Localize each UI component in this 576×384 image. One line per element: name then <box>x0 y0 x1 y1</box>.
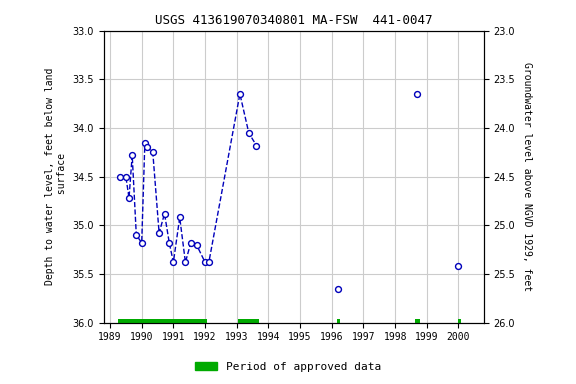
Point <box>252 142 261 149</box>
Point <box>137 240 146 246</box>
Point <box>334 285 343 291</box>
Point <box>204 259 214 265</box>
Point <box>192 242 201 248</box>
Point <box>175 214 184 220</box>
Point <box>148 149 157 156</box>
Point <box>200 259 210 265</box>
Point <box>124 195 134 201</box>
Point <box>244 130 253 136</box>
Point <box>186 240 195 246</box>
Y-axis label: Depth to water level, feet below land
 surface: Depth to water level, feet below land su… <box>45 68 67 285</box>
Bar <box>457 319 461 326</box>
Point <box>128 152 137 158</box>
Point <box>141 139 150 146</box>
Point <box>122 174 131 180</box>
Point <box>454 263 463 269</box>
Point <box>181 259 190 265</box>
Bar <box>238 319 259 326</box>
Bar <box>336 319 340 326</box>
Bar <box>118 319 207 326</box>
Point <box>143 144 152 151</box>
Point <box>115 174 124 180</box>
Point <box>154 230 164 236</box>
Y-axis label: Groundwater level above NGVD 1929, feet: Groundwater level above NGVD 1929, feet <box>522 62 532 291</box>
Point <box>165 240 174 246</box>
Point <box>413 91 422 97</box>
Point <box>236 91 245 97</box>
Point <box>169 259 178 265</box>
Title: USGS 413619070340801 MA-FSW  441-0047: USGS 413619070340801 MA-FSW 441-0047 <box>155 14 433 27</box>
Bar <box>415 319 419 326</box>
Point <box>132 232 141 238</box>
Legend: Period of approved data: Period of approved data <box>191 358 385 377</box>
Point <box>160 210 169 217</box>
